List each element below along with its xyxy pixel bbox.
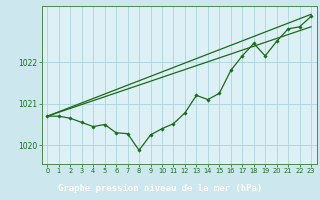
Text: Graphe pression niveau de la mer (hPa): Graphe pression niveau de la mer (hPa) bbox=[58, 184, 262, 193]
